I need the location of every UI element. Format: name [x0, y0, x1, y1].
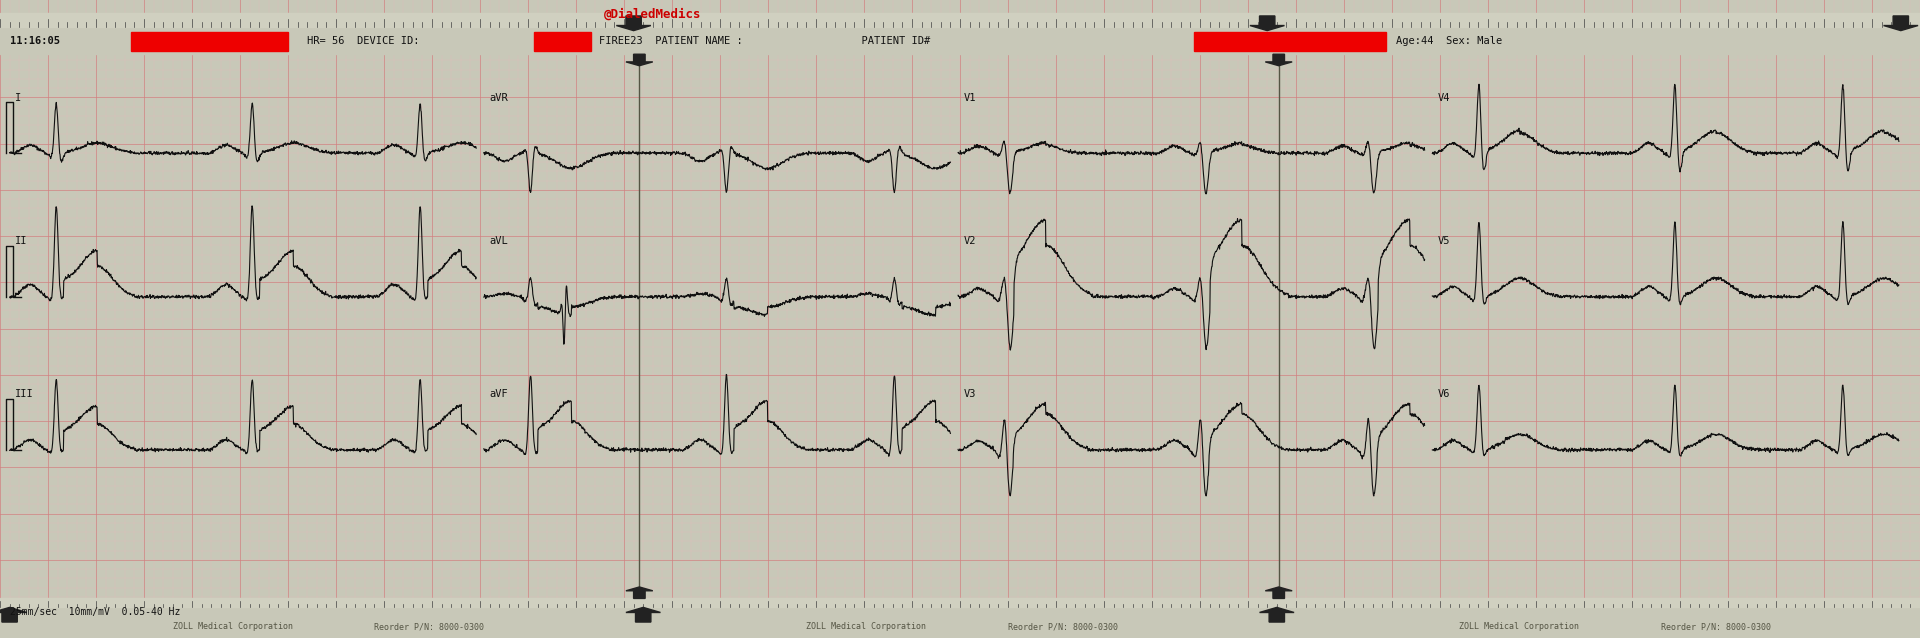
- Text: aVL: aVL: [490, 236, 509, 246]
- Bar: [0, 598, 1920, 607]
- Text: I: I: [15, 93, 21, 103]
- FancyArrow shape: [1265, 587, 1292, 598]
- FancyArrow shape: [1250, 16, 1284, 31]
- Text: Age:44  Sex: Male: Age:44 Sex: Male: [1396, 36, 1501, 47]
- Bar: [0, 24, 1920, 54]
- Text: aVR: aVR: [490, 93, 509, 103]
- Text: 25mm/sec  10mm/mV  0.05-40 Hz: 25mm/sec 10mm/mV 0.05-40 Hz: [10, 607, 180, 618]
- FancyArrow shape: [0, 607, 27, 622]
- Text: FIREE23  PATIENT NAME :                   PATIENT ID#: FIREE23 PATIENT NAME : PATIENT ID#: [599, 36, 931, 47]
- FancyArrow shape: [626, 54, 653, 66]
- Text: HR= 56  DEVICE ID:: HR= 56 DEVICE ID:: [307, 36, 420, 47]
- FancyArrow shape: [626, 607, 660, 622]
- Text: aVF: aVF: [490, 389, 509, 399]
- Text: ZOLL Medical Corporation: ZOLL Medical Corporation: [806, 622, 925, 631]
- Bar: [0, 601, 1920, 638]
- Text: III: III: [15, 389, 35, 399]
- Text: V1: V1: [964, 93, 977, 103]
- FancyArrow shape: [616, 16, 651, 31]
- Text: V4: V4: [1438, 93, 1452, 103]
- Bar: [534, 32, 591, 51]
- Text: V2: V2: [964, 236, 977, 246]
- Bar: [1194, 32, 1386, 51]
- FancyArrow shape: [1884, 16, 1918, 31]
- Text: Reorder P/N: 8000-0300: Reorder P/N: 8000-0300: [374, 622, 484, 631]
- Text: Reorder P/N: 8000-0300: Reorder P/N: 8000-0300: [1661, 622, 1770, 631]
- Text: ZOLL Medical Corporation: ZOLL Medical Corporation: [1459, 622, 1578, 631]
- Text: V5: V5: [1438, 236, 1452, 246]
- Text: ZOLL Medical Corporation: ZOLL Medical Corporation: [173, 622, 292, 631]
- Bar: [131, 32, 288, 51]
- FancyArrow shape: [626, 587, 653, 598]
- Text: V6: V6: [1438, 389, 1452, 399]
- Text: @DialedMedics: @DialedMedics: [605, 8, 701, 20]
- Bar: [0, 13, 1920, 27]
- Text: II: II: [15, 236, 29, 246]
- FancyArrow shape: [1265, 54, 1292, 66]
- FancyArrow shape: [1260, 607, 1294, 622]
- Text: Reorder P/N: 8000-0300: Reorder P/N: 8000-0300: [1008, 622, 1117, 631]
- Text: 11:16:05: 11:16:05: [10, 36, 60, 47]
- Text: V3: V3: [964, 389, 977, 399]
